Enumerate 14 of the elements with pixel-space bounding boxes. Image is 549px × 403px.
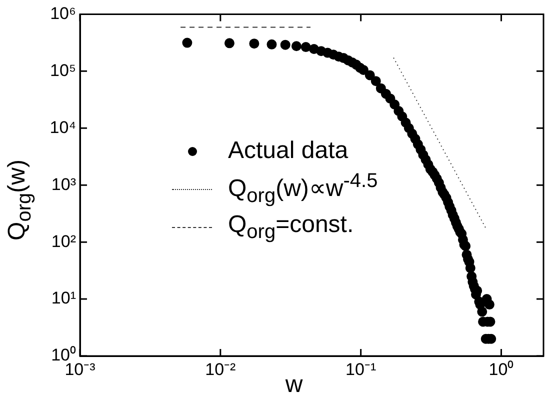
legend-label: Q$_{org}$(w)∝w$^{-4.5}$ <box>228 170 378 208</box>
y-tick-label: 10⁴ <box>50 118 76 137</box>
x-tick-label: 10⁻³ <box>64 360 96 379</box>
y-tick-label: 10³ <box>51 174 76 194</box>
x-tick-label: 10⁰ <box>488 360 514 379</box>
legend-label: Q$_{org}$=const. <box>228 210 354 244</box>
y-tick-label: 10⁶ <box>50 4 76 23</box>
y-tick-label: 10¹ <box>51 288 76 308</box>
x-axis-title: w <box>285 371 303 399</box>
y-tick-label: 10⁵ <box>50 60 76 80</box>
legend-label: Actual data <box>228 137 348 165</box>
y-tick-label: 10² <box>51 232 76 251</box>
x-tick-label: 10⁻² <box>205 360 236 379</box>
x-tick-label: 10⁻¹ <box>346 360 376 379</box>
